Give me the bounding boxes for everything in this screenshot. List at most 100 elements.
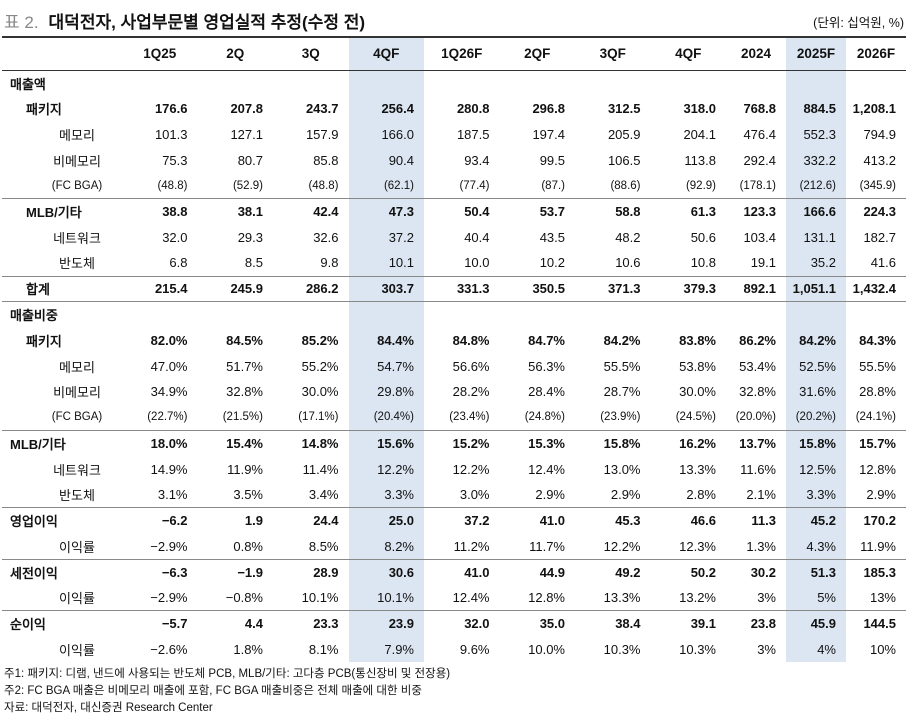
- value-cell: 296.8: [532, 101, 565, 117]
- value-cell: 15.2%: [424, 430, 500, 457]
- value-cell: (17.1%): [298, 411, 339, 424]
- value-cell: (178.1): [739, 179, 776, 192]
- title: 표 2. 대덕전자, 사업부문별 영업실적 추정(수정 전): [4, 8, 365, 33]
- data-row: (FC BGA) (48.8) (52.9) (48.8) (62.1) (77.4) (8…: [2, 173, 906, 199]
- row-label: 영업이익: [2, 507, 122, 534]
- header-row: 1Q25 2Q 3Q 4QF 1Q26F 2QF 3QF 4QF 2024 2025F 2026F: [2, 36, 906, 71]
- value-cell: 413.2: [863, 152, 896, 168]
- column-header: 2024: [726, 36, 786, 71]
- title-label: 표 2.: [4, 13, 39, 32]
- value-cell: 28.7%: [603, 384, 641, 400]
- value-cell: 8.5: [244, 255, 263, 271]
- value-cell: 23.8: [726, 610, 786, 637]
- value-cell: 39.1: [650, 610, 726, 637]
- value-cell: 31.6%: [786, 379, 846, 405]
- value-cell: 12.2%: [452, 461, 490, 477]
- value-cell: 38.8: [122, 198, 198, 225]
- value-cell: 4.3%: [786, 533, 846, 560]
- value-cell: 1.8%: [233, 641, 263, 657]
- value-cell: 13.3%: [679, 461, 716, 477]
- value-cell: 224.3: [846, 198, 906, 225]
- value-cell: 10.1: [348, 250, 424, 276]
- value-cell: 30.2: [726, 558, 786, 585]
- value-cell: 45.3: [575, 507, 651, 534]
- value-cell: 371.3: [575, 275, 651, 302]
- row-label: (FC BGA): [51, 411, 103, 424]
- data-row: 패키지 176.6 207.8 243.7 256.4 280.8 296.8 312.5 31…: [2, 95, 906, 122]
- value-cell: 50.2: [650, 558, 726, 585]
- value-cell: 166.0: [348, 121, 424, 148]
- column-header: 1Q25: [122, 36, 198, 71]
- value-cell: 41.0: [499, 507, 575, 534]
- value-cell: 2.9%: [866, 487, 896, 503]
- value-cell: 23.9: [348, 610, 424, 637]
- value-cell: 85.8: [313, 152, 339, 168]
- value-cell: 54.7%: [348, 353, 424, 379]
- value-cell: 56.3%: [528, 358, 565, 374]
- value-cell: 84.5%: [226, 332, 263, 348]
- section-row: 매출액: [2, 69, 906, 96]
- row-label: 네트워크: [53, 230, 101, 246]
- empty-cell: [122, 301, 198, 328]
- value-cell: 84.4%: [348, 327, 424, 354]
- value-cell: 56.6%: [452, 358, 490, 374]
- data-row: 순이익 −5.7 4.4 23.3 23.9 32.0 35.0 38.4 39.1 23.8 45…: [2, 610, 906, 637]
- value-cell: 42.4: [273, 198, 349, 225]
- value-cell: 15.8%: [575, 430, 651, 457]
- value-cell: 50.6: [690, 229, 716, 245]
- value-cell: 41.6: [870, 255, 896, 271]
- value-cell: 15.3%: [499, 430, 575, 457]
- notes: 주1: 패키지: 디램, 낸드에 사용되는 반도체 PCB, MLB/기타: 고…: [4, 666, 450, 717]
- value-cell: 25.0: [348, 507, 424, 534]
- value-cell: 1.9: [197, 507, 273, 534]
- value-cell: 1,051.1: [786, 275, 846, 302]
- empty-cell: [786, 301, 846, 328]
- value-cell: 35.0: [499, 610, 575, 637]
- empty-cell: [273, 301, 349, 328]
- value-cell: (21.5%): [222, 411, 263, 424]
- row-label: 순이익: [2, 610, 122, 637]
- value-cell: −2.6%: [150, 641, 188, 657]
- row-label: MLB/기타: [2, 198, 122, 225]
- row-label: 메모리: [59, 359, 95, 375]
- value-cell: (48.8): [157, 179, 188, 192]
- value-cell: 38.1: [197, 198, 273, 225]
- row-label: 반도체: [59, 488, 95, 504]
- value-cell: 9.8: [320, 255, 339, 271]
- value-cell: (87.): [541, 179, 565, 192]
- corner-cell: [2, 36, 122, 71]
- value-cell: 12.5%: [786, 456, 846, 482]
- empty-cell: [348, 69, 424, 96]
- value-cell: (22.7%): [147, 411, 188, 424]
- empty-cell: [197, 69, 273, 96]
- value-cell: 144.5: [846, 610, 906, 637]
- value-cell: 32.0: [162, 229, 188, 245]
- empty-cell: [273, 69, 349, 96]
- value-cell: (77.4): [459, 179, 490, 192]
- value-cell: 10.0: [464, 255, 490, 271]
- value-cell: −1.9: [197, 558, 273, 585]
- value-cell: 245.9: [197, 275, 273, 302]
- value-cell: 7.9%: [348, 636, 424, 663]
- value-cell: 45.9: [786, 610, 846, 637]
- value-cell: 3.0%: [459, 487, 490, 503]
- value-cell: 331.3: [424, 275, 500, 302]
- value-cell: 34.9%: [150, 384, 188, 400]
- value-cell: 182.7: [863, 229, 896, 245]
- value-cell: 32.0: [424, 610, 500, 637]
- value-cell: 50.4: [424, 198, 500, 225]
- row-label: 반도체: [59, 256, 95, 272]
- value-cell: 37.2: [348, 224, 424, 251]
- value-cell: 170.2: [846, 507, 906, 534]
- value-cell: 23.3: [273, 610, 349, 637]
- value-cell: 187.5: [456, 126, 490, 142]
- value-cell: 55.2%: [301, 358, 339, 374]
- value-cell: 8.5%: [308, 538, 339, 554]
- value-cell: 11.3: [726, 507, 786, 534]
- value-cell: 3%: [757, 641, 776, 657]
- column-header: 3Q: [273, 36, 349, 71]
- value-cell: 47.0%: [150, 358, 188, 374]
- value-cell: 40.4: [464, 229, 490, 245]
- value-cell: 256.4: [348, 95, 424, 122]
- value-cell: 32.6: [313, 229, 339, 245]
